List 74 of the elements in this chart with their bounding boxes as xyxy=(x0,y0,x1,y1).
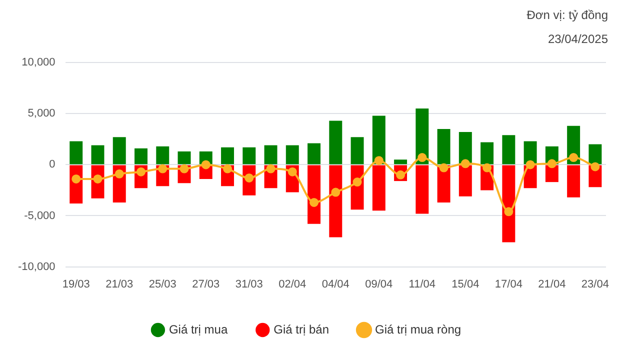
x-tick-label: 11/04 xyxy=(408,278,436,290)
point xyxy=(180,164,189,174)
x-tick-label: 21/04 xyxy=(538,278,566,290)
point xyxy=(482,163,492,172)
bar xyxy=(134,148,148,164)
y-tick-label: 5,000 xyxy=(28,108,56,120)
x-tick-label: 04/04 xyxy=(322,278,350,290)
point xyxy=(374,156,384,166)
bar xyxy=(350,137,364,164)
bar xyxy=(372,165,386,211)
bar xyxy=(502,165,516,242)
x-tick-label: 31/03 xyxy=(235,278,263,290)
bar xyxy=(329,165,342,238)
x-tick-label: 15/04 xyxy=(452,278,480,290)
point xyxy=(460,159,470,168)
bar xyxy=(416,165,429,214)
x-tick-label: 21/03 xyxy=(106,278,134,290)
point xyxy=(72,174,81,184)
bar xyxy=(178,151,191,164)
x-tick-label: 27/03 xyxy=(192,278,220,290)
bar xyxy=(502,135,516,164)
bar xyxy=(156,146,170,164)
bar xyxy=(329,120,342,164)
y-tick-label: -10,000 xyxy=(18,260,56,273)
bar xyxy=(242,147,256,164)
x-tick-label: 23/04 xyxy=(581,278,609,290)
bar xyxy=(416,108,429,164)
text: 23/04/2025 xyxy=(546,32,609,46)
legend-label: Giá trị mua xyxy=(168,322,228,336)
bar xyxy=(91,145,104,164)
bar xyxy=(458,132,472,164)
x-tick-label: 19/03 xyxy=(62,278,90,290)
bar xyxy=(264,145,278,164)
y-tick-label: -5,000 xyxy=(24,210,56,222)
point xyxy=(352,178,362,187)
point xyxy=(310,198,319,207)
bar xyxy=(221,147,234,164)
bar xyxy=(588,144,602,164)
bar xyxy=(112,137,126,164)
y-tick-label: 0 xyxy=(49,158,56,171)
point xyxy=(223,164,232,174)
bar xyxy=(545,165,558,182)
point xyxy=(569,153,578,162)
x-tick-label: 25/03 xyxy=(148,278,176,290)
point xyxy=(590,162,600,172)
point xyxy=(158,164,168,174)
bar xyxy=(524,141,537,164)
bar xyxy=(458,165,472,196)
x-tick-label: 17/04 xyxy=(494,278,522,290)
bar xyxy=(567,165,580,198)
x-tick-label: 02/04 xyxy=(278,278,306,290)
bar xyxy=(286,145,299,164)
bar xyxy=(394,160,408,164)
point xyxy=(136,167,146,176)
point xyxy=(547,159,556,168)
point xyxy=(439,163,448,172)
point xyxy=(201,160,210,170)
point xyxy=(331,188,340,197)
legend-label: Giá trị bán xyxy=(274,322,330,336)
point xyxy=(418,153,427,162)
point xyxy=(288,167,297,176)
point xyxy=(526,160,535,170)
bar xyxy=(480,142,494,164)
point xyxy=(266,164,276,174)
bar xyxy=(308,165,321,224)
point xyxy=(504,207,514,216)
bar xyxy=(70,141,83,164)
bar xyxy=(437,128,450,164)
legend-label: Giá trị mua ròng xyxy=(375,322,462,336)
x-tick-label: 09/04 xyxy=(365,278,393,290)
bar xyxy=(308,143,321,164)
y-tick-label: 10,000 xyxy=(22,56,56,69)
text: Đơn vị: tỷ đồng xyxy=(526,8,609,22)
point xyxy=(114,169,124,178)
